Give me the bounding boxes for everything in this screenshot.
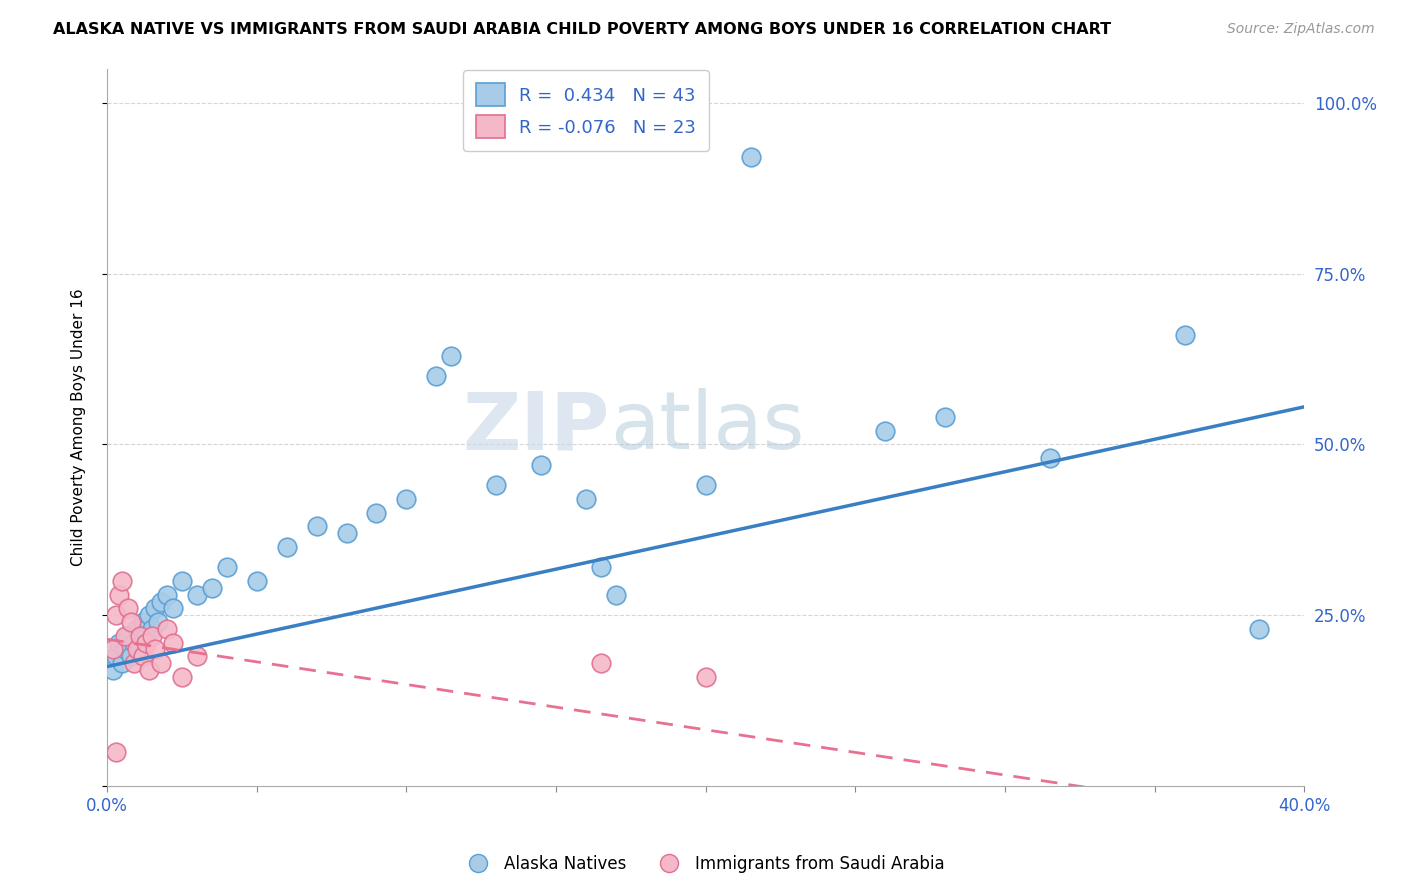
Point [149, 656, 172, 670]
Point [132, 615, 155, 629]
Point [129, 642, 152, 657]
Point [695, 478, 717, 492]
Point [170, 670, 193, 684]
Point [335, 526, 357, 541]
Point [120, 615, 142, 629]
Point [101, 642, 124, 657]
Point [141, 629, 163, 643]
Point [129, 629, 152, 643]
Y-axis label: Child Poverty Among Boys Under 16: Child Poverty Among Boys Under 16 [72, 288, 86, 566]
Point [122, 656, 145, 670]
Point [485, 478, 508, 492]
Point [117, 629, 139, 643]
Point [111, 574, 134, 588]
Point [215, 560, 238, 574]
Point [589, 560, 612, 574]
Text: ZIP: ZIP [463, 388, 610, 467]
Point [162, 635, 184, 649]
Point [366, 506, 388, 520]
Point [201, 581, 224, 595]
Point [108, 635, 131, 649]
Point [138, 663, 160, 677]
Point [186, 588, 208, 602]
Point [117, 601, 139, 615]
Point [143, 601, 166, 615]
Point [170, 574, 193, 588]
Point [156, 622, 179, 636]
Point [1039, 451, 1062, 466]
Point [186, 649, 208, 664]
Point [934, 410, 956, 425]
Point [114, 642, 136, 657]
Point [156, 588, 179, 602]
Point [111, 656, 134, 670]
Point [138, 608, 160, 623]
Text: ALASKA NATIVE VS IMMIGRANTS FROM SAUDI ARABIA CHILD POVERTY AMONG BOYS UNDER 16 : ALASKA NATIVE VS IMMIGRANTS FROM SAUDI A… [53, 22, 1112, 37]
Legend: R =  0.434   N = 43, R = -0.076   N = 23: R = 0.434 N = 43, R = -0.076 N = 23 [463, 70, 709, 151]
Point [605, 588, 627, 602]
Text: Source: ZipAtlas.com: Source: ZipAtlas.com [1227, 22, 1375, 37]
Point [101, 663, 124, 677]
Point [122, 635, 145, 649]
Point [135, 629, 157, 643]
Point [530, 458, 553, 472]
Point [440, 349, 463, 363]
Point [135, 635, 157, 649]
Point [120, 649, 142, 664]
Text: atlas: atlas [610, 388, 804, 467]
Point [141, 622, 163, 636]
Point [125, 642, 148, 657]
Point [425, 369, 447, 384]
Point [276, 540, 298, 554]
Point [149, 594, 172, 608]
Point [1249, 622, 1271, 636]
Point [143, 642, 166, 657]
Point [1173, 328, 1195, 343]
Point [105, 649, 128, 664]
Point [105, 608, 128, 623]
Point [589, 656, 612, 670]
Point [395, 492, 418, 507]
Point [125, 622, 148, 636]
Point [875, 424, 897, 438]
Point [132, 649, 155, 664]
Point [575, 492, 598, 507]
Point [114, 629, 136, 643]
Point [246, 574, 269, 588]
Point [740, 150, 762, 164]
Legend: Alaska Natives, Immigrants from Saudi Arabia: Alaska Natives, Immigrants from Saudi Ar… [454, 848, 952, 880]
Point [695, 670, 717, 684]
Point [105, 745, 128, 759]
Point [162, 601, 184, 615]
Point [108, 588, 131, 602]
Point [305, 519, 328, 533]
Point [146, 615, 169, 629]
